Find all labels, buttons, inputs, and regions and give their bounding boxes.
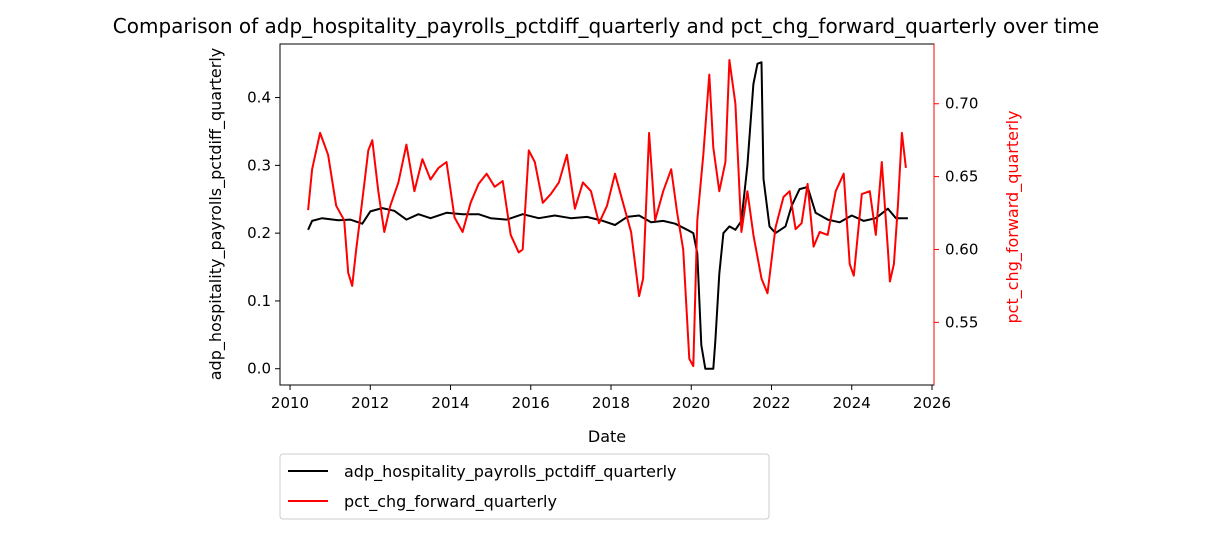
left-y-axis: 0.0 0.1 0.2 0.3 0.4 [247,89,280,378]
legend-label-pct-chg: pct_chg_forward_quarterly [344,492,557,512]
left-y-axis-label: adp_hospitality_payrolls_pctdiff_quarter… [206,48,226,381]
legend: adp_hospitality_payrolls_pctdiff_quarter… [279,453,770,520]
left-y-tick-label: 0.4 [247,89,271,107]
series-line-pct-chg-forward [307,59,907,368]
x-tick-label: 2010 [271,394,309,412]
x-tick-label: 2018 [592,394,630,412]
series-layer [307,59,908,370]
x-tick-label: 2022 [752,394,790,412]
right-y-tick-label: 0.60 [945,240,978,258]
x-axis: 2010 2012 2014 2016 2018 2020 2022 2024 2026 [271,385,951,412]
x-tick-label: 2014 [431,394,469,412]
right-y-tick-label: 0.65 [945,168,978,186]
x-tick-label: 2020 [672,394,710,412]
series-line-adp-hospitality [307,61,908,370]
left-y-tick-label: 0.2 [247,224,271,242]
plot-frame [279,43,935,386]
left-y-tick-label: 0.3 [247,156,271,174]
right-y-tick-label: 0.70 [945,95,978,113]
right-y-axis-label: pct_chg_forward_quarterly [1003,111,1023,324]
x-tick-label: 2026 [913,394,951,412]
x-tick-label: 2016 [512,394,550,412]
x-tick-label: 2012 [351,394,389,412]
legend-label-adp: adp_hospitality_payrolls_pctdiff_quarter… [344,462,677,482]
left-y-tick-label: 0.1 [247,292,271,310]
left-y-tick-label: 0.0 [247,360,271,378]
right-y-axis: 0.55 0.60 0.65 0.70 [934,95,978,331]
x-axis-label: Date [588,427,626,446]
legend-box [279,453,770,520]
right-y-tick-label: 0.55 [945,313,978,331]
chart-title: Comparison of adp_hospitality_payrolls_p… [113,14,1099,38]
x-tick-label: 2024 [833,394,871,412]
